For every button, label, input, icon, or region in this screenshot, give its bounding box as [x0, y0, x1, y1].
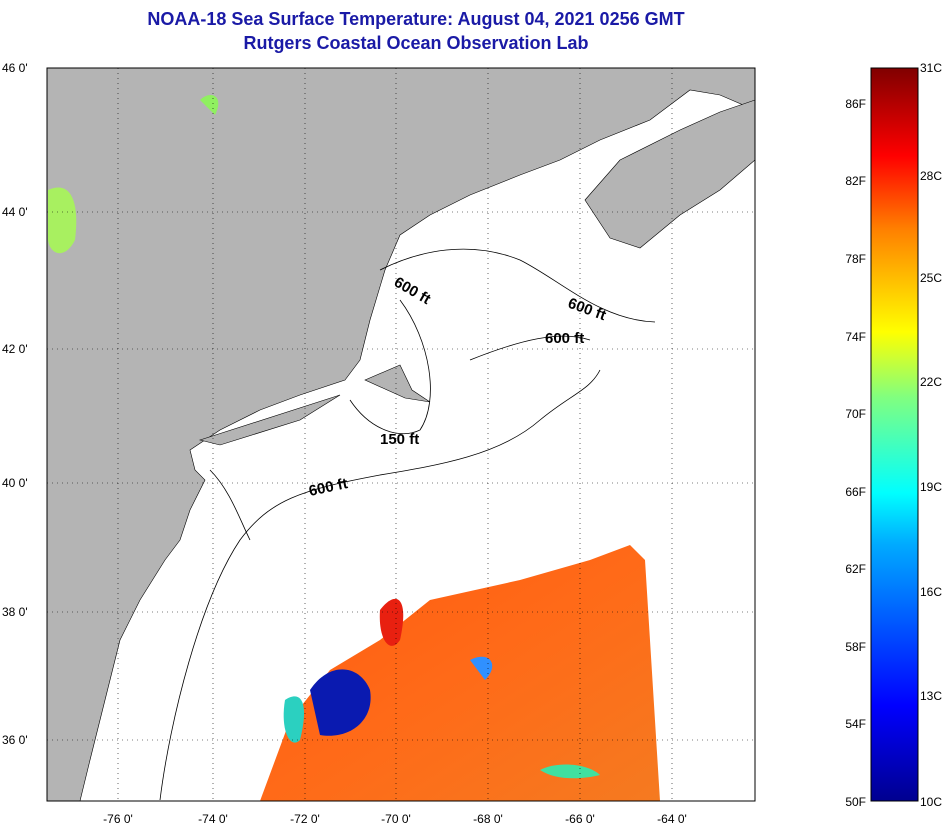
- f-label: 70F: [845, 407, 866, 421]
- f-label: 58F: [845, 640, 866, 654]
- lon-label: -68 0': [473, 812, 503, 826]
- chart-title: NOAA-18 Sea Surface Temperature: August …: [147, 9, 685, 29]
- lon-label: -72 0': [290, 812, 320, 826]
- colorbar: 86F 82F 78F 74F 70F 66F 62F 58F 54F 50F …: [845, 61, 942, 809]
- c-label: 10C: [920, 795, 942, 809]
- f-label: 86F: [845, 97, 866, 111]
- grid: [47, 68, 755, 801]
- f-label: 78F: [845, 252, 866, 266]
- c-label: 22C: [920, 375, 942, 389]
- lat-label: 40 0': [2, 476, 28, 490]
- lat-labels: 46 0' 44 0' 42 0' 40 0' 38 0' 36 0': [2, 61, 28, 747]
- c-label: 31C: [920, 61, 942, 75]
- chart-subtitle: Rutgers Coastal Ocean Observation Lab: [243, 33, 589, 53]
- colorbar-c-labels: 31C 28C 25C 22C 19C 16C 13C 10C: [920, 61, 942, 809]
- f-label: 82F: [845, 174, 866, 188]
- c-label: 19C: [920, 480, 942, 494]
- lat-label: 42 0': [2, 342, 28, 356]
- c-label: 28C: [920, 169, 942, 183]
- c-label: 16C: [920, 585, 942, 599]
- lon-label: -64 0': [657, 812, 687, 826]
- sst-data: [48, 95, 660, 801]
- c-label: 25C: [920, 271, 942, 285]
- f-label: 50F: [845, 795, 866, 809]
- lat-label: 44 0': [2, 205, 28, 219]
- lon-labels: -76 0' -74 0' -72 0' -70 0' -68 0' -66 0…: [103, 812, 687, 826]
- lon-label: -76 0': [103, 812, 133, 826]
- lon-label: -66 0': [565, 812, 595, 826]
- lat-label: 36 0': [2, 733, 28, 747]
- f-label: 74F: [845, 330, 866, 344]
- lat-label: 46 0': [2, 61, 28, 75]
- f-label: 66F: [845, 485, 866, 499]
- contour-label: 150 ft: [380, 431, 419, 448]
- f-label: 62F: [845, 562, 866, 576]
- map-frame: [46, 67, 756, 802]
- lon-label: -74 0': [198, 812, 228, 826]
- colorbar-f-labels: 86F 82F 78F 74F 70F 66F 62F 58F 54F 50F: [845, 97, 866, 809]
- f-label: 54F: [845, 717, 866, 731]
- contour-label: 600 ft: [545, 330, 584, 347]
- bathymetry-contours: [159, 248, 656, 801]
- lat-label: 38 0': [2, 605, 28, 619]
- c-label: 13C: [920, 689, 942, 703]
- lon-label: -70 0': [381, 812, 411, 826]
